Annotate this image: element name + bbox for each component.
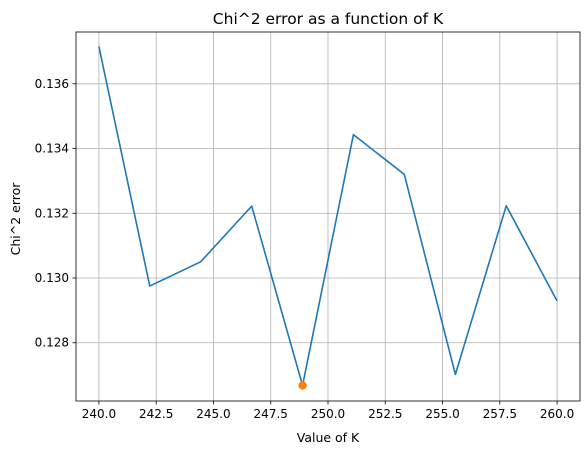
y-tick-label: 0.132 (35, 206, 69, 220)
axis-ticks: 240.0 242.5 245.0 247.5 250.0 252.5 255.0 257.5… (35, 77, 575, 421)
series-layer (98, 46, 558, 390)
chart-title: Chi^2 error as a function of K (213, 10, 444, 28)
x-tick-label: 240.0 (82, 407, 116, 421)
x-tick-label: 252.5 (368, 407, 402, 421)
y-tick-label: 0.136 (35, 77, 69, 91)
series-line (98, 46, 558, 387)
minimum-point-marker (298, 381, 307, 390)
x-axis-label: Value of K (297, 430, 360, 445)
x-tick-label: 260.0 (540, 407, 574, 421)
x-tick-label: 250.0 (311, 407, 345, 421)
x-tick-label: 247.5 (254, 407, 288, 421)
x-tick-label: 257.5 (483, 407, 517, 421)
grid-lines (76, 32, 580, 401)
y-axis-label: Chi^2 error (8, 182, 23, 256)
x-tick-label: 245.0 (196, 407, 230, 421)
x-tick-label: 255.0 (425, 407, 459, 421)
y-tick-label: 0.128 (35, 336, 69, 350)
x-tick-label: 242.5 (139, 407, 173, 421)
y-tick-label: 0.134 (35, 142, 69, 156)
y-tick-label: 0.130 (35, 271, 69, 285)
